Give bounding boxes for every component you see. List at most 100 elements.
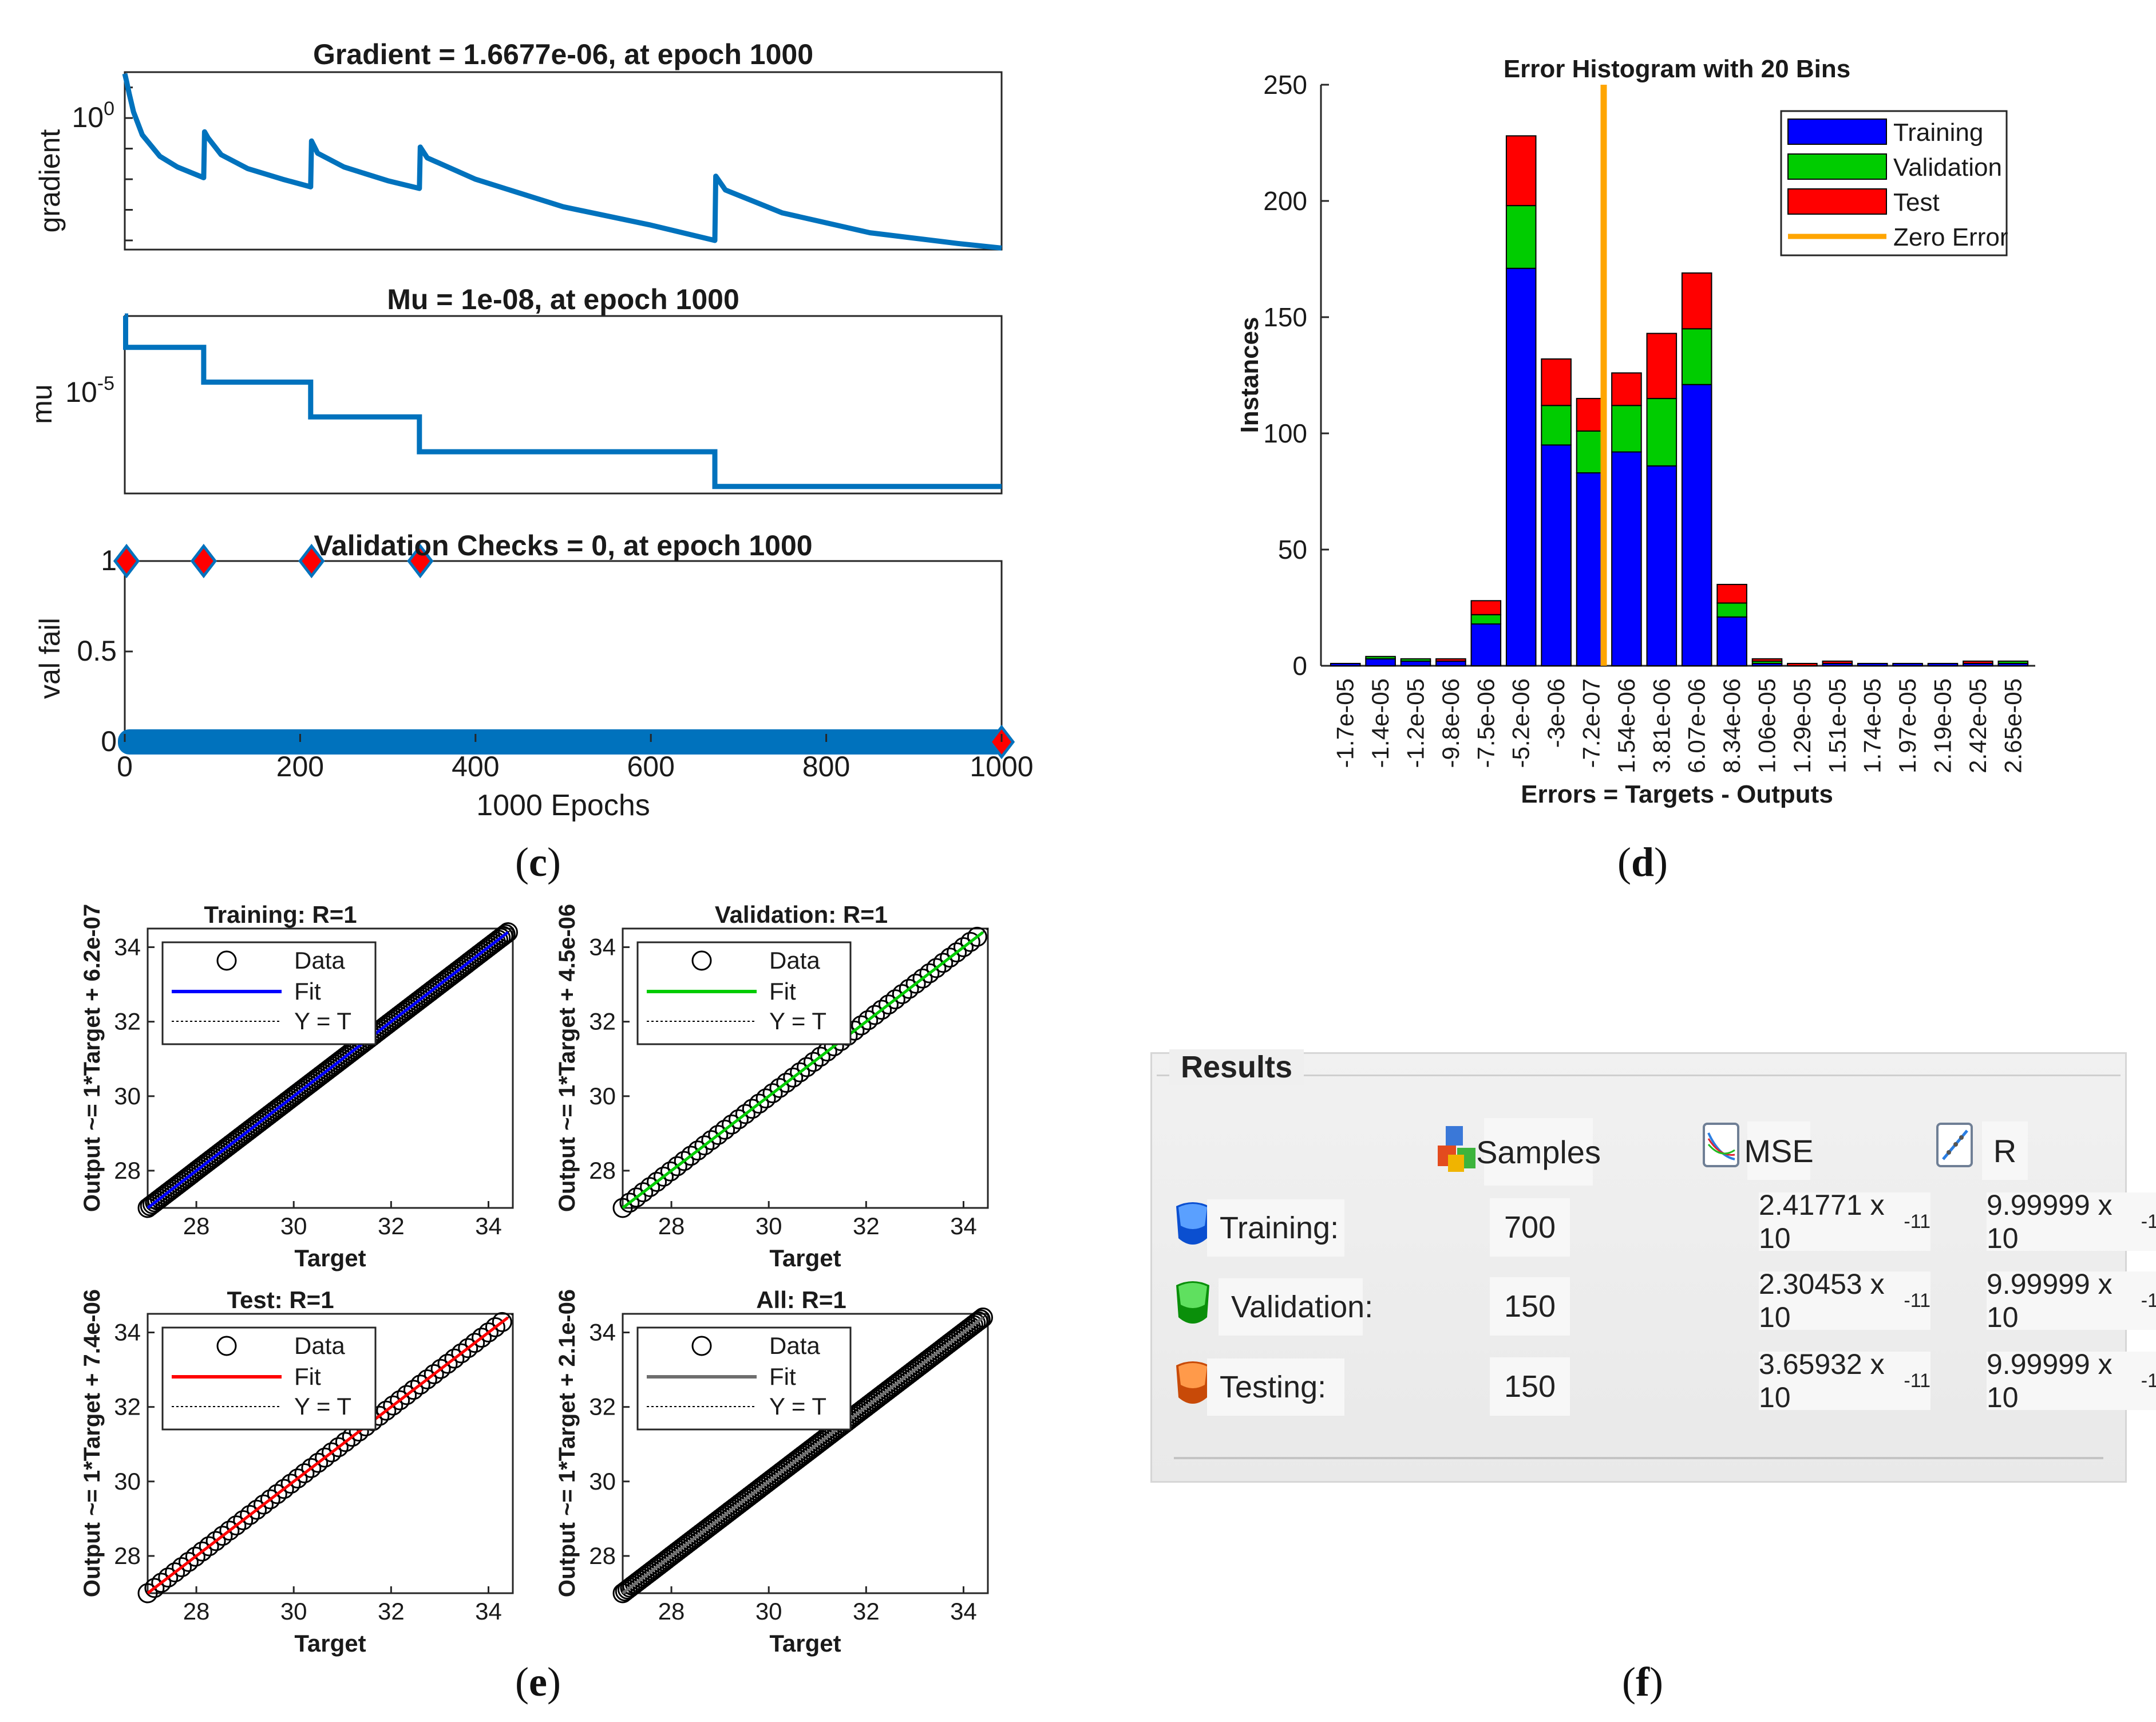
data-point [437,1353,458,1374]
hist-ytick: 200 [1263,186,1307,216]
regression-ylabel: Output ~= 1*Target + 7.4e-06 [80,1289,105,1597]
data-point [328,1437,349,1458]
regression-ytick: 34 [589,934,616,961]
data-point [755,1088,776,1109]
mse-mantissa: 2.30453 x 10 [1759,1268,1885,1333]
hist-bar-training [1716,616,1747,666]
r-value: 9.99999 x 10 -1 [1987,1348,2156,1413]
data-point [769,1077,790,1098]
hist-bar-validation [1716,602,1747,618]
data-point [322,1442,342,1463]
hist-bar-training [1892,662,1923,666]
hist-category-label: -3e-06 [1542,678,1569,748]
data-point [430,1358,451,1379]
hist-ytick: 0 [1292,651,1307,681]
data-point [926,958,947,978]
data-point [947,942,967,963]
regression-ytick: 28 [114,1157,141,1184]
regression-ytick: 30 [114,1083,141,1109]
panel-c-label: (c) [515,839,561,885]
hist-bar-training [1927,662,1959,666]
panel-d-label: (d) [1617,839,1668,885]
r-mantissa: 9.99999 x 10 [1987,1348,2113,1413]
legend-data-symbol [691,1336,712,1356]
data-point [749,1093,769,1114]
regression-title: All: R=1 [756,1286,846,1313]
r-value: 9.99999 x 10 -1 [1987,1268,2156,1333]
data-point [640,1177,660,1198]
data-point [892,984,912,1005]
legend-label-zero-error: Zero Error [1893,223,2008,251]
data-point [953,937,974,958]
mse-icon [1703,1123,1739,1167]
epoch-xtick: 800 [802,751,850,783]
data-point [790,1062,810,1083]
regression-xtick: 32 [378,1212,405,1239]
r-exponent: -1 [2141,1210,2156,1233]
data-point [465,1333,485,1353]
hist-category-label: 8.34e-06 [1718,678,1745,773]
hist-bar-test [1787,662,1818,666]
data-point [735,1104,755,1124]
data-point [490,927,511,948]
regression-xlabel: Target [294,1630,366,1657]
data-point [444,1348,465,1369]
regression-ytick: 32 [114,1008,141,1035]
regression-ytick: 34 [114,1319,141,1346]
hist-category-label: 1.51e-05 [1823,678,1850,773]
hist-category-label: 2.42e-05 [1964,678,1991,773]
hist-category-label: -1.4e-05 [1367,678,1394,768]
data-point [287,1468,308,1489]
regression-ytick: 28 [589,1542,616,1569]
val-ytick: 0 [101,725,117,757]
hist-bar-training [1505,267,1537,666]
data-point [722,1114,742,1135]
legend-fit-label: Fit [769,978,796,1005]
data-point [493,926,513,946]
data-point [247,1499,267,1520]
regression-xtick: 30 [755,1598,782,1625]
hist-bar-test [1822,660,1853,664]
hist-category-label: -9.8e-06 [1437,678,1464,768]
dataset-icon-training [1176,1202,1209,1245]
data-point [315,1447,335,1468]
legend-data-label: Data [294,947,345,974]
hist-bar-test [1751,658,1783,662]
mu-ylabel: mu [26,384,58,424]
regression-ytick: 28 [589,1157,616,1184]
hist-xlabel: Errors = Targets - Outputs [1521,780,1833,808]
data-markers [612,926,987,1218]
hist-category-label: 1.06e-05 [1754,678,1781,773]
regression-xtick: 32 [853,1212,880,1239]
hist-bar-test [1541,358,1572,406]
data-point [485,1317,505,1337]
data-point [653,1166,674,1187]
hist-bar-training [1681,384,1712,666]
fit-line [622,1316,984,1594]
data-point [694,1135,715,1156]
gradient-series-line [122,73,1002,251]
legend-fit-label: Fit [294,978,321,1005]
data-point [219,1520,240,1541]
data-point [199,1536,219,1557]
data-point [172,1557,192,1577]
regression-xtick: 34 [475,1212,502,1239]
data-point [410,1375,430,1395]
regression-ylabel: Output ~= 1*Target + 2.1e-06 [555,1289,580,1597]
data-point [495,924,516,945]
epoch-xtick: 600 [627,751,674,783]
regression-ytick: 30 [114,1468,141,1495]
samples-value: 150 [1490,1357,1570,1416]
hist-bar-validation [1646,398,1678,467]
regression-ytick: 34 [114,934,141,961]
data-point [708,1124,729,1145]
hist-bar-training [1435,660,1466,667]
legend-swatch-test [1787,188,1887,215]
data-point [280,1474,301,1494]
mse-value: 2.30453 x 10 -11 [1759,1268,1930,1333]
data-point [872,1000,892,1020]
hist-bar-training [1611,451,1642,666]
regression-xtick: 34 [950,1598,977,1625]
data-point [205,1531,226,1551]
data-point [612,1198,633,1218]
